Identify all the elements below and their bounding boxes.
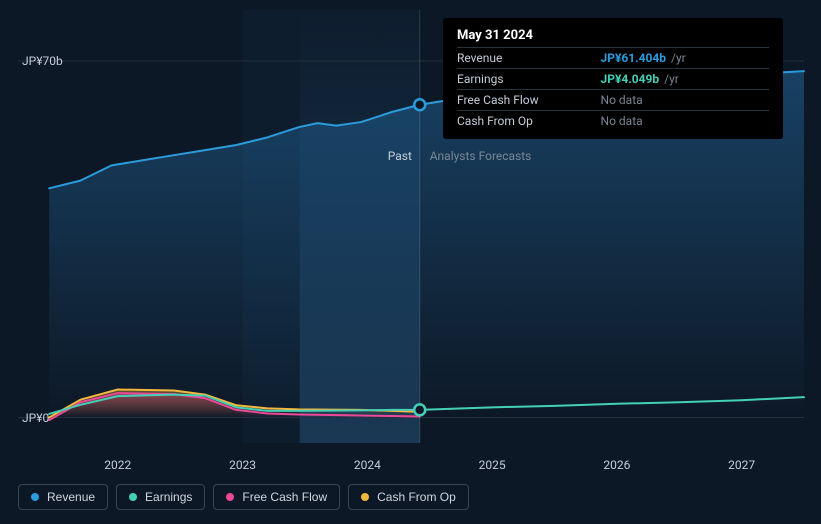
x-tick-label: 2027	[728, 458, 755, 472]
legend-item[interactable]: Free Cash Flow	[213, 484, 340, 510]
past-label: Past	[388, 149, 412, 163]
x-tick-label: 2025	[479, 458, 506, 472]
tooltip-row-label: Earnings	[457, 69, 601, 90]
tooltip-row-label: Free Cash Flow	[457, 90, 601, 111]
x-tick-label: 2023	[229, 458, 256, 472]
tooltip-row: RevenueJP¥61.404b /yr	[457, 48, 769, 69]
tooltip-row-value: JP¥4.049b /yr	[601, 69, 769, 90]
tooltip-row-value: No data	[601, 90, 769, 111]
x-tick-label: 2026	[603, 458, 630, 472]
tooltip-row-value: JP¥61.404b /yr	[601, 48, 769, 69]
legend-label: Cash From Op	[377, 490, 456, 504]
chart-tooltip: May 31 2024 RevenueJP¥61.404b /yrEarning…	[443, 18, 783, 139]
tooltip-row-label: Cash From Op	[457, 111, 601, 132]
legend-color-dot	[129, 493, 137, 501]
legend-item[interactable]: Cash From Op	[348, 484, 469, 510]
tooltip-row-label: Revenue	[457, 48, 601, 69]
x-tick-label: 2022	[104, 458, 131, 472]
legend-label: Revenue	[47, 490, 95, 504]
chart-legend: Revenue Earnings Free Cash Flow Cash From O…	[18, 484, 469, 510]
tooltip-date: May 31 2024	[457, 28, 769, 47]
x-tick-label: 2024	[354, 458, 381, 472]
forecasts-label: Analysts Forecasts	[430, 149, 532, 163]
tooltip-row: EarningsJP¥4.049b /yr	[457, 69, 769, 90]
legend-label: Earnings	[145, 490, 192, 504]
legend-color-dot	[361, 493, 369, 501]
y-tick-label-1: JP¥70b	[22, 54, 63, 68]
y-tick-label-0: JP¥0	[22, 411, 49, 425]
tooltip-row: Cash From OpNo data	[457, 111, 769, 132]
legend-color-dot	[31, 493, 39, 501]
legend-color-dot	[226, 493, 234, 501]
tooltip-row-value: No data	[601, 111, 769, 132]
earnings-revenue-chart: JP¥0 JP¥70b 2022 2023 2024 2025 2026 2027 Pas…	[0, 0, 821, 524]
tooltip-row: Free Cash FlowNo data	[457, 90, 769, 111]
legend-label: Free Cash Flow	[242, 490, 327, 504]
legend-item[interactable]: Revenue	[18, 484, 108, 510]
legend-item[interactable]: Earnings	[116, 484, 205, 510]
tooltip-table: RevenueJP¥61.404b /yrEarningsJP¥4.049b /…	[457, 47, 769, 131]
